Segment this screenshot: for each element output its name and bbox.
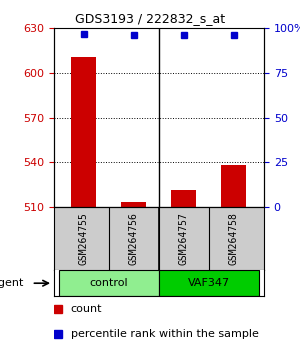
Text: VAF347: VAF347: [188, 278, 230, 288]
Bar: [122, 202, 146, 207]
Text: GSM264756: GSM264756: [129, 212, 139, 265]
FancyBboxPatch shape: [59, 270, 159, 296]
Bar: [71, 57, 97, 207]
Bar: [221, 165, 247, 207]
Text: count: count: [71, 304, 102, 314]
Text: percentile rank within the sample: percentile rank within the sample: [71, 329, 259, 339]
Text: agent: agent: [0, 278, 24, 288]
Text: GSM264758: GSM264758: [229, 212, 239, 265]
Text: GSM264755: GSM264755: [79, 212, 89, 265]
Text: GDS3193 / 222832_s_at: GDS3193 / 222832_s_at: [75, 12, 225, 25]
Bar: [172, 190, 197, 207]
Text: GSM264757: GSM264757: [179, 212, 189, 265]
Text: control: control: [90, 278, 128, 288]
FancyBboxPatch shape: [159, 270, 259, 296]
